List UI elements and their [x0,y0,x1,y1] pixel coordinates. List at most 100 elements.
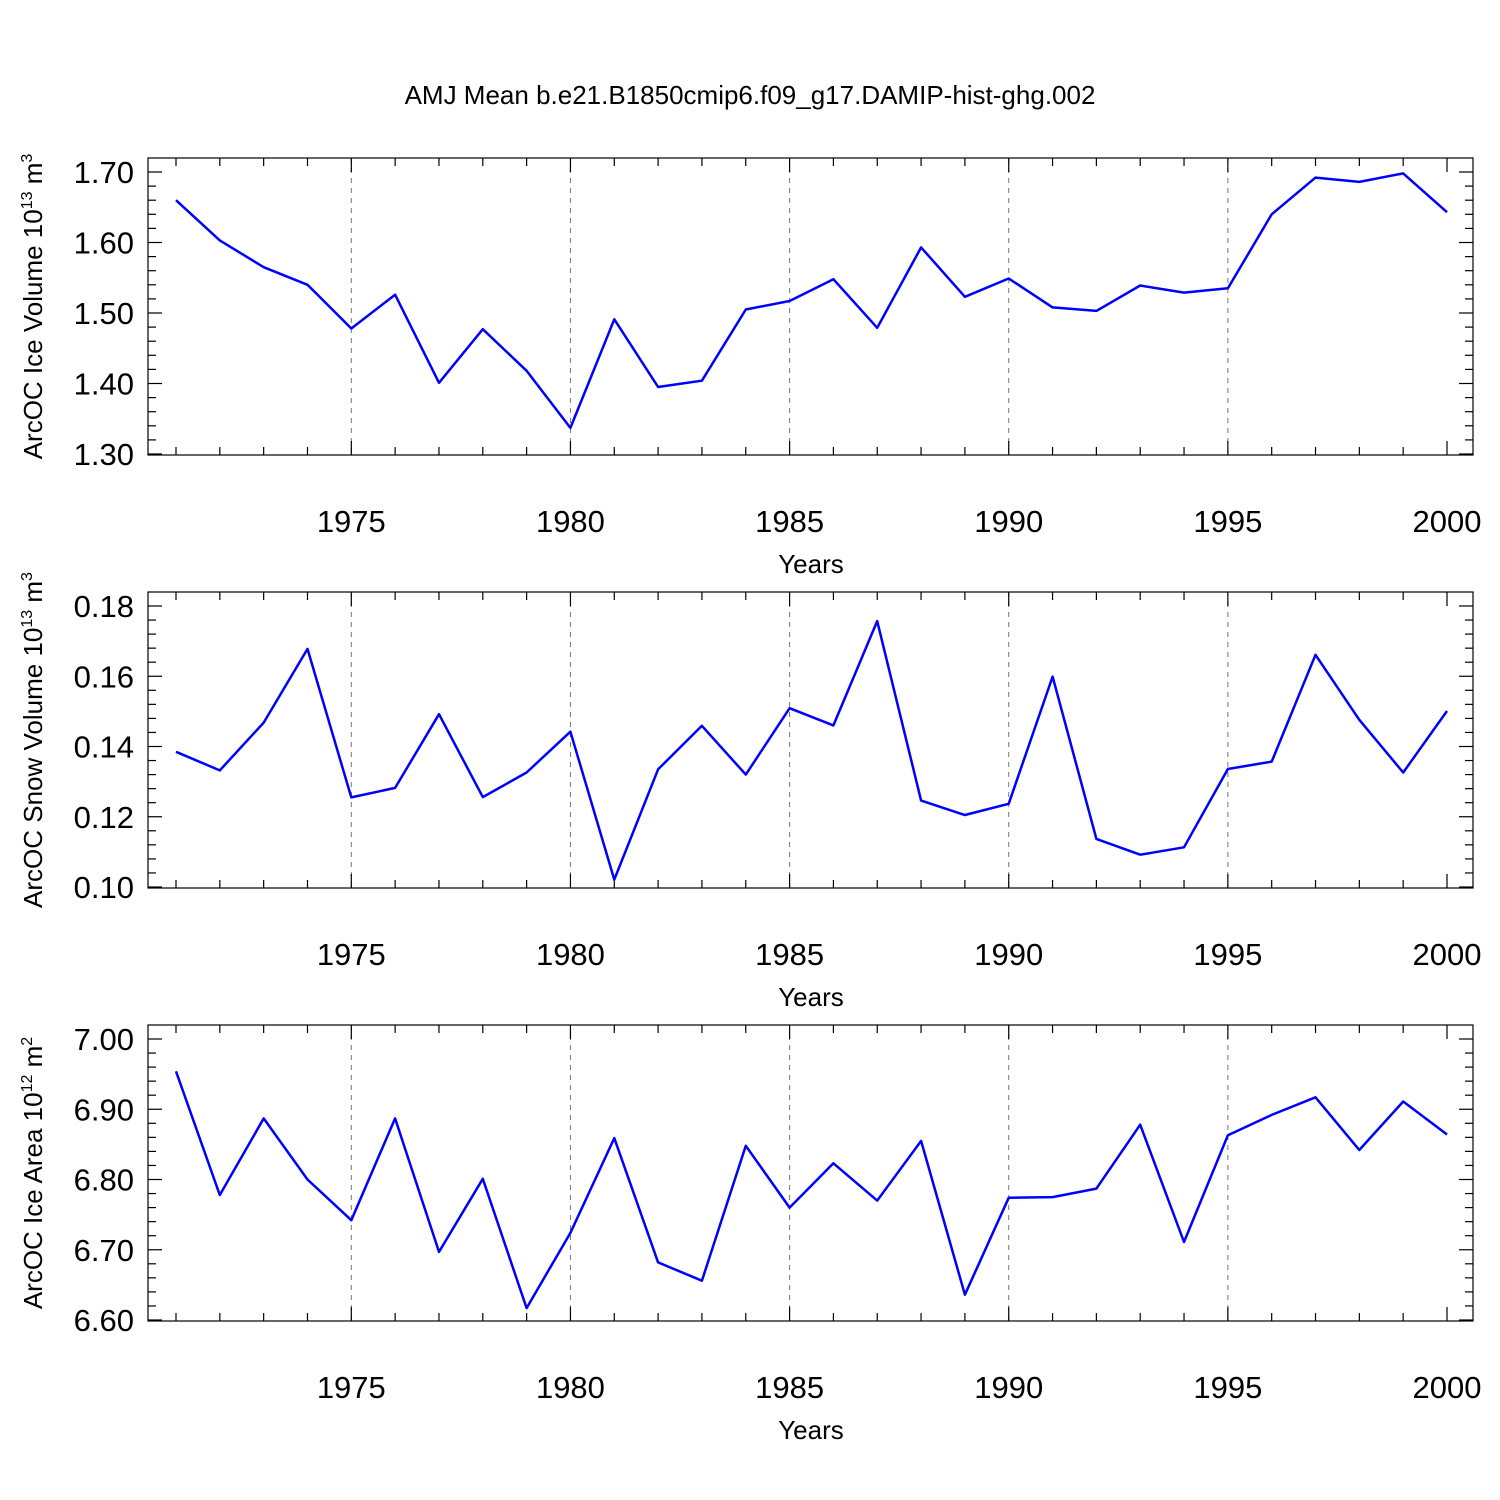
data-point [1007,802,1011,806]
data-point [1094,837,1098,841]
y-tick-label: 1.30 [74,437,134,472]
data-point [875,326,879,330]
data-point [481,1177,485,1181]
data-point [1314,653,1318,657]
x-tick-label: 1990 [974,1370,1043,1405]
plot-frame [147,591,1474,889]
x-tick-label: 1990 [974,504,1043,539]
data-point [1401,1100,1405,1104]
data-point [1138,284,1142,288]
x-tick-label: 1995 [1193,504,1262,539]
series-line [175,619,1449,881]
x-tick-label: 2000 [1413,1370,1482,1405]
y-tick-label: 6.90 [74,1092,134,1127]
panel-ice-area: 6.60 6.70 6.80 6.90 7.00 1975 1980 1985 1990 1995… [18,1022,1481,1445]
data-point [744,773,748,777]
data-point [831,277,835,281]
data-point [1138,1123,1142,1127]
data-point [174,1069,178,1073]
y-tick-label: 0.10 [74,870,134,905]
data-point [1357,718,1361,722]
series-line [175,172,1448,430]
data-point [656,385,660,389]
data-point [1314,1095,1318,1099]
x-tick-label: 1980 [536,504,605,539]
y-tick-label: 1.40 [74,367,134,402]
data-point [788,299,792,303]
data-point [174,750,178,754]
data-point [1445,709,1449,713]
data-point [1270,760,1274,764]
data-point [349,795,353,799]
y-tick-label: 0.14 [74,730,134,765]
data-point [831,723,835,727]
y-tick-label: 0.16 [74,659,134,694]
x-tick-label: 1980 [536,1370,605,1405]
x-axis-label: Years [778,1415,844,1445]
data-point [1182,1240,1186,1244]
data-point [788,1206,792,1210]
x-tick-label: 1975 [317,937,386,972]
data-point [393,786,397,790]
x-tick-label: 1985 [755,1370,824,1405]
data-point [963,1293,967,1297]
y-tick-label: 7.00 [74,1022,134,1057]
data-point [744,1144,748,1148]
data-point [305,283,309,287]
data-point [700,1279,704,1283]
data-point [349,327,353,331]
x-tick-label: 1975 [317,504,386,539]
data-point [656,767,660,771]
data-point [218,768,222,772]
panel-snow-volume: 0.10 0.12 0.14 0.16 0.18 1975 1980 1985 1990 1995… [18,572,1481,1012]
data-point [700,379,704,383]
data-point [525,1306,529,1310]
data-point [525,369,529,373]
data-point [875,619,879,623]
data-point [1051,305,1055,309]
data-point [568,730,572,734]
data-point [1357,180,1361,184]
data-point [1445,1133,1449,1137]
y-tick-label: 6.70 [74,1233,134,1268]
x-tick-label: 2000 [1413,504,1482,539]
chart-panels: 1.30 1.40 1.50 1.60 1.70 1975 1980 1985 1990 1995… [18,154,1481,1445]
data-point [656,1260,660,1264]
data-point [1357,1148,1361,1152]
series-line [174,1070,1448,1310]
data-point [262,1116,266,1120]
data-point [919,1139,923,1143]
y-axis-label: ArcOC Snow Volume 1013 m3 [18,572,48,908]
data-point [262,265,266,269]
data-point [1007,1196,1011,1200]
data-point [305,647,309,651]
data-point [1401,171,1405,175]
x-axis-label: Years [778,982,844,1012]
data-point [788,706,792,710]
data-point [919,799,923,803]
data-point [1226,286,1230,290]
data-point [1182,845,1186,849]
data-point [1182,291,1186,295]
data-point [1314,176,1318,180]
chart-title: AMJ Mean b.e21.B1850cmip6.f09_g17.DAMIP-… [405,80,1096,110]
x-tick-label: 1995 [1193,1370,1262,1405]
data-point [612,878,616,882]
data-point [1226,767,1230,771]
data-point [437,381,441,385]
y-tick-label: 1.70 [74,155,134,190]
x-axis-label: Years [778,549,844,579]
panel-ice-volume: 1.30 1.40 1.50 1.60 1.70 1975 1980 1985 1990 1995… [18,154,1481,579]
data-point [218,1193,222,1197]
data-point [1401,770,1405,774]
data-point [437,1250,441,1254]
data-point [1270,212,1274,216]
y-tick-label: 6.80 [74,1163,134,1198]
y-axis-label: ArcOC Ice Volume 1013 m3 [18,154,48,460]
data-point [305,1178,309,1182]
data-point [963,295,967,299]
data-point [262,721,266,725]
data-point [612,1136,616,1140]
